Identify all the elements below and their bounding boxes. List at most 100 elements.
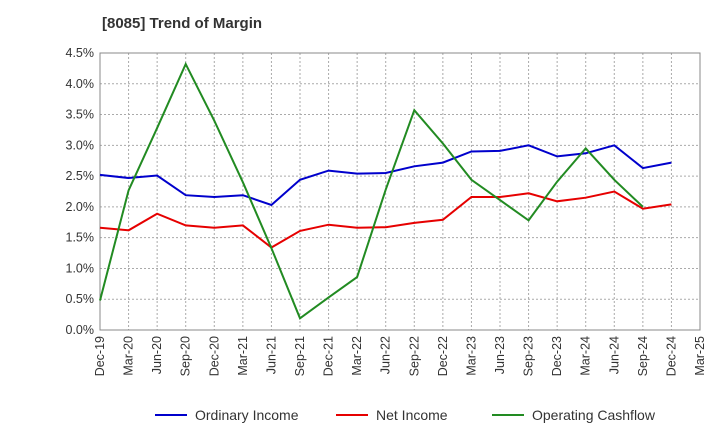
y-tick-label: 4.5%	[66, 46, 95, 60]
y-tick-label: 0.5%	[66, 292, 95, 306]
data-point-net-income	[583, 195, 588, 200]
data-point-net-income	[155, 211, 160, 216]
data-point-ordinary-income	[469, 149, 474, 154]
data-point-operating-cashflow	[412, 108, 417, 113]
x-tick-label: Dec-23	[550, 336, 564, 376]
series-lines	[98, 61, 674, 321]
x-tick-label: Dec-22	[436, 336, 450, 376]
x-tick-label: Mar-24	[579, 336, 593, 376]
data-point-operating-cashflow	[183, 62, 188, 67]
series-line-net-income	[99, 190, 672, 249]
data-point-ordinary-income	[240, 193, 245, 198]
x-tick-label: Sep-20	[179, 336, 193, 376]
data-point-operating-cashflow	[612, 177, 617, 182]
x-tick-label: Jun-20	[150, 336, 164, 374]
data-point-ordinary-income	[555, 154, 560, 159]
data-point-operating-cashflow	[440, 141, 445, 146]
data-point-ordinary-income	[440, 160, 445, 165]
data-point-operating-cashflow	[212, 118, 217, 123]
data-point-ordinary-income	[355, 171, 360, 176]
x-tick-label: Dec-24	[664, 336, 678, 376]
legend-label-operating-cashflow: Operating Cashflow	[532, 407, 656, 423]
data-point-ordinary-income	[155, 173, 160, 178]
x-tick-label: Sep-22	[407, 336, 421, 376]
data-point-ordinary-income	[298, 177, 303, 182]
x-tick-label: Jun-24	[607, 336, 621, 374]
y-tick-label: 2.0%	[66, 200, 95, 214]
y-tick-label: 0.0%	[66, 323, 95, 337]
gridlines	[100, 53, 700, 330]
x-tick-label: Sep-23	[522, 336, 536, 376]
series-line-ordinary-income	[99, 144, 672, 207]
data-point-operating-cashflow	[469, 177, 474, 182]
data-point-net-income	[469, 195, 474, 200]
data-point-ordinary-income	[183, 193, 188, 198]
data-point-operating-cashflow	[240, 180, 245, 185]
x-tick-label: Mar-23	[464, 336, 478, 376]
data-point-net-income	[440, 217, 445, 222]
legend: Ordinary Income Net Income Operating Cashf…	[155, 407, 656, 423]
data-point-ordinary-income	[98, 172, 103, 177]
data-point-net-income	[240, 223, 245, 228]
data-point-operating-cashflow	[583, 146, 588, 151]
legend-label-net-income: Net Income	[376, 407, 448, 423]
data-point-net-income	[383, 225, 388, 230]
data-point-ordinary-income	[498, 148, 503, 153]
data-point-operating-cashflow	[98, 298, 103, 303]
x-tick-label: Mar-25	[693, 336, 707, 376]
data-point-ordinary-income	[526, 143, 531, 148]
y-tick-label: 3.5%	[66, 108, 95, 122]
data-point-net-income	[669, 202, 674, 207]
data-point-net-income	[412, 220, 417, 225]
data-point-net-income	[212, 225, 217, 230]
data-point-net-income	[526, 191, 531, 196]
data-point-net-income	[298, 228, 303, 233]
x-tick-label: Dec-19	[93, 336, 107, 376]
data-point-net-income	[326, 222, 331, 227]
data-point-ordinary-income	[412, 164, 417, 169]
data-point-operating-cashflow	[155, 126, 160, 131]
x-tick-label: Jun-22	[379, 336, 393, 374]
data-point-operating-cashflow	[555, 179, 560, 184]
x-tick-label: Mar-20	[122, 336, 136, 376]
y-axis-ticks: 0.0% 0.5% 1.0% 1.5% 2.0% 2.5% 3.0% 3.5% 4.0% 4.5%	[66, 46, 95, 337]
data-point-ordinary-income	[126, 175, 131, 180]
data-point-net-income	[355, 225, 360, 230]
y-tick-label: 2.5%	[66, 169, 95, 183]
data-point-net-income	[98, 225, 103, 230]
data-point-net-income	[126, 228, 131, 233]
data-point-ordinary-income	[269, 203, 274, 208]
data-point-ordinary-income	[326, 168, 331, 173]
data-point-operating-cashflow	[355, 275, 360, 280]
x-tick-label: Mar-22	[350, 336, 364, 376]
data-point-ordinary-income	[612, 143, 617, 148]
data-point-ordinary-income	[669, 160, 674, 165]
y-tick-label: 3.0%	[66, 138, 95, 152]
data-point-operating-cashflow	[326, 295, 331, 300]
chart-title: [8085] Trend of Margin	[102, 15, 263, 32]
legend-label-ordinary-income: Ordinary Income	[195, 407, 299, 423]
data-point-operating-cashflow	[640, 204, 645, 209]
data-point-net-income	[555, 199, 560, 204]
data-point-operating-cashflow	[383, 187, 388, 192]
data-point-operating-cashflow	[269, 246, 274, 251]
y-tick-label: 1.5%	[66, 231, 95, 245]
x-axis-ticks: Dec-19 Mar-20 Jun-20 Sep-20 Dec-20 Mar-21 Jun-…	[93, 336, 707, 376]
y-tick-label: 4.0%	[66, 77, 95, 91]
x-tick-label: Dec-21	[322, 336, 336, 376]
y-tick-label: 1.0%	[66, 261, 95, 275]
data-point-ordinary-income	[212, 195, 217, 200]
data-point-operating-cashflow	[498, 198, 503, 203]
x-tick-label: Jun-21	[264, 336, 278, 374]
series-line-operating-cashflow	[99, 61, 644, 320]
data-point-ordinary-income	[640, 166, 645, 171]
x-tick-label: Sep-24	[636, 336, 650, 376]
data-point-net-income	[612, 189, 617, 194]
data-point-operating-cashflow	[298, 316, 303, 321]
plot-area	[99, 52, 701, 331]
x-tick-label: Jun-23	[493, 336, 507, 374]
x-tick-label: Mar-21	[236, 336, 250, 376]
data-point-operating-cashflow	[126, 188, 131, 193]
x-tick-label: Dec-20	[207, 336, 221, 376]
